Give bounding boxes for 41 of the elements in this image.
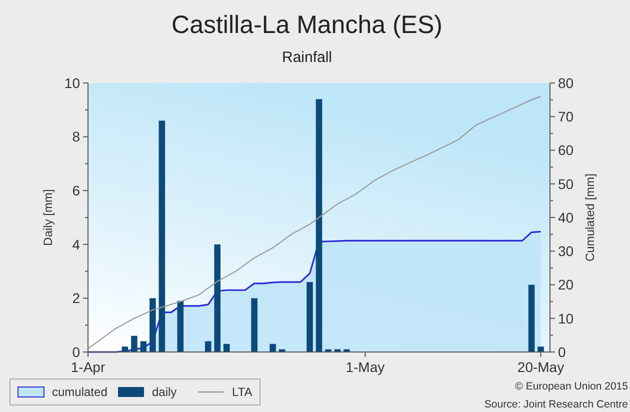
x-tick-label: 1-Apr	[70, 359, 106, 375]
legend-label: LTA	[232, 385, 252, 400]
legend-label: cumulated	[52, 385, 108, 400]
bar	[177, 300, 184, 352]
y-tick-label: 2	[72, 290, 80, 306]
y2-axis-title: Cumulated [mm]	[583, 173, 597, 262]
y-tick-label: 0	[72, 344, 80, 360]
bar	[140, 341, 147, 352]
y2-tick-label: 60	[558, 142, 574, 158]
legend-label: daily	[152, 385, 177, 400]
bar	[204, 341, 212, 352]
bar	[158, 120, 166, 352]
y2-tick-label: 70	[558, 108, 574, 125]
line-series	[87, 96, 542, 350]
y2-tick-label: 0	[558, 344, 566, 360]
bar	[306, 282, 313, 352]
source-note: Source: Joint Research Centre	[484, 398, 628, 411]
y-tick-label: 10	[64, 74, 80, 91]
chart-subtitle: Rainfall	[282, 49, 332, 66]
y-tick-label: 4	[72, 236, 80, 252]
bar	[316, 99, 322, 352]
bar	[251, 298, 258, 352]
bar	[131, 336, 138, 352]
y2-tick-label: 20	[558, 276, 574, 293]
bar	[150, 298, 156, 352]
bar	[538, 346, 544, 352]
chart-title: Castilla-La Mancha (ES)	[172, 11, 442, 39]
y2-tick-label: 10	[558, 310, 574, 326]
bar	[270, 344, 276, 352]
y2-tick-label: 80	[558, 74, 574, 91]
y2-tick-label: 40	[558, 209, 574, 226]
y-tick-label: 8	[72, 128, 80, 145]
bar	[528, 284, 535, 352]
bar	[214, 244, 220, 352]
text: © European Union 2015	[515, 380, 628, 393]
y-axis-title: Daily [mm]	[41, 189, 55, 246]
y2-tick-label: 50	[558, 176, 574, 192]
x-tick-label: 1-May	[346, 359, 385, 375]
x-tick-label: 20-May	[517, 359, 564, 375]
y2-tick-label: 30	[558, 243, 574, 260]
y-tick-label: 6	[72, 182, 80, 198]
